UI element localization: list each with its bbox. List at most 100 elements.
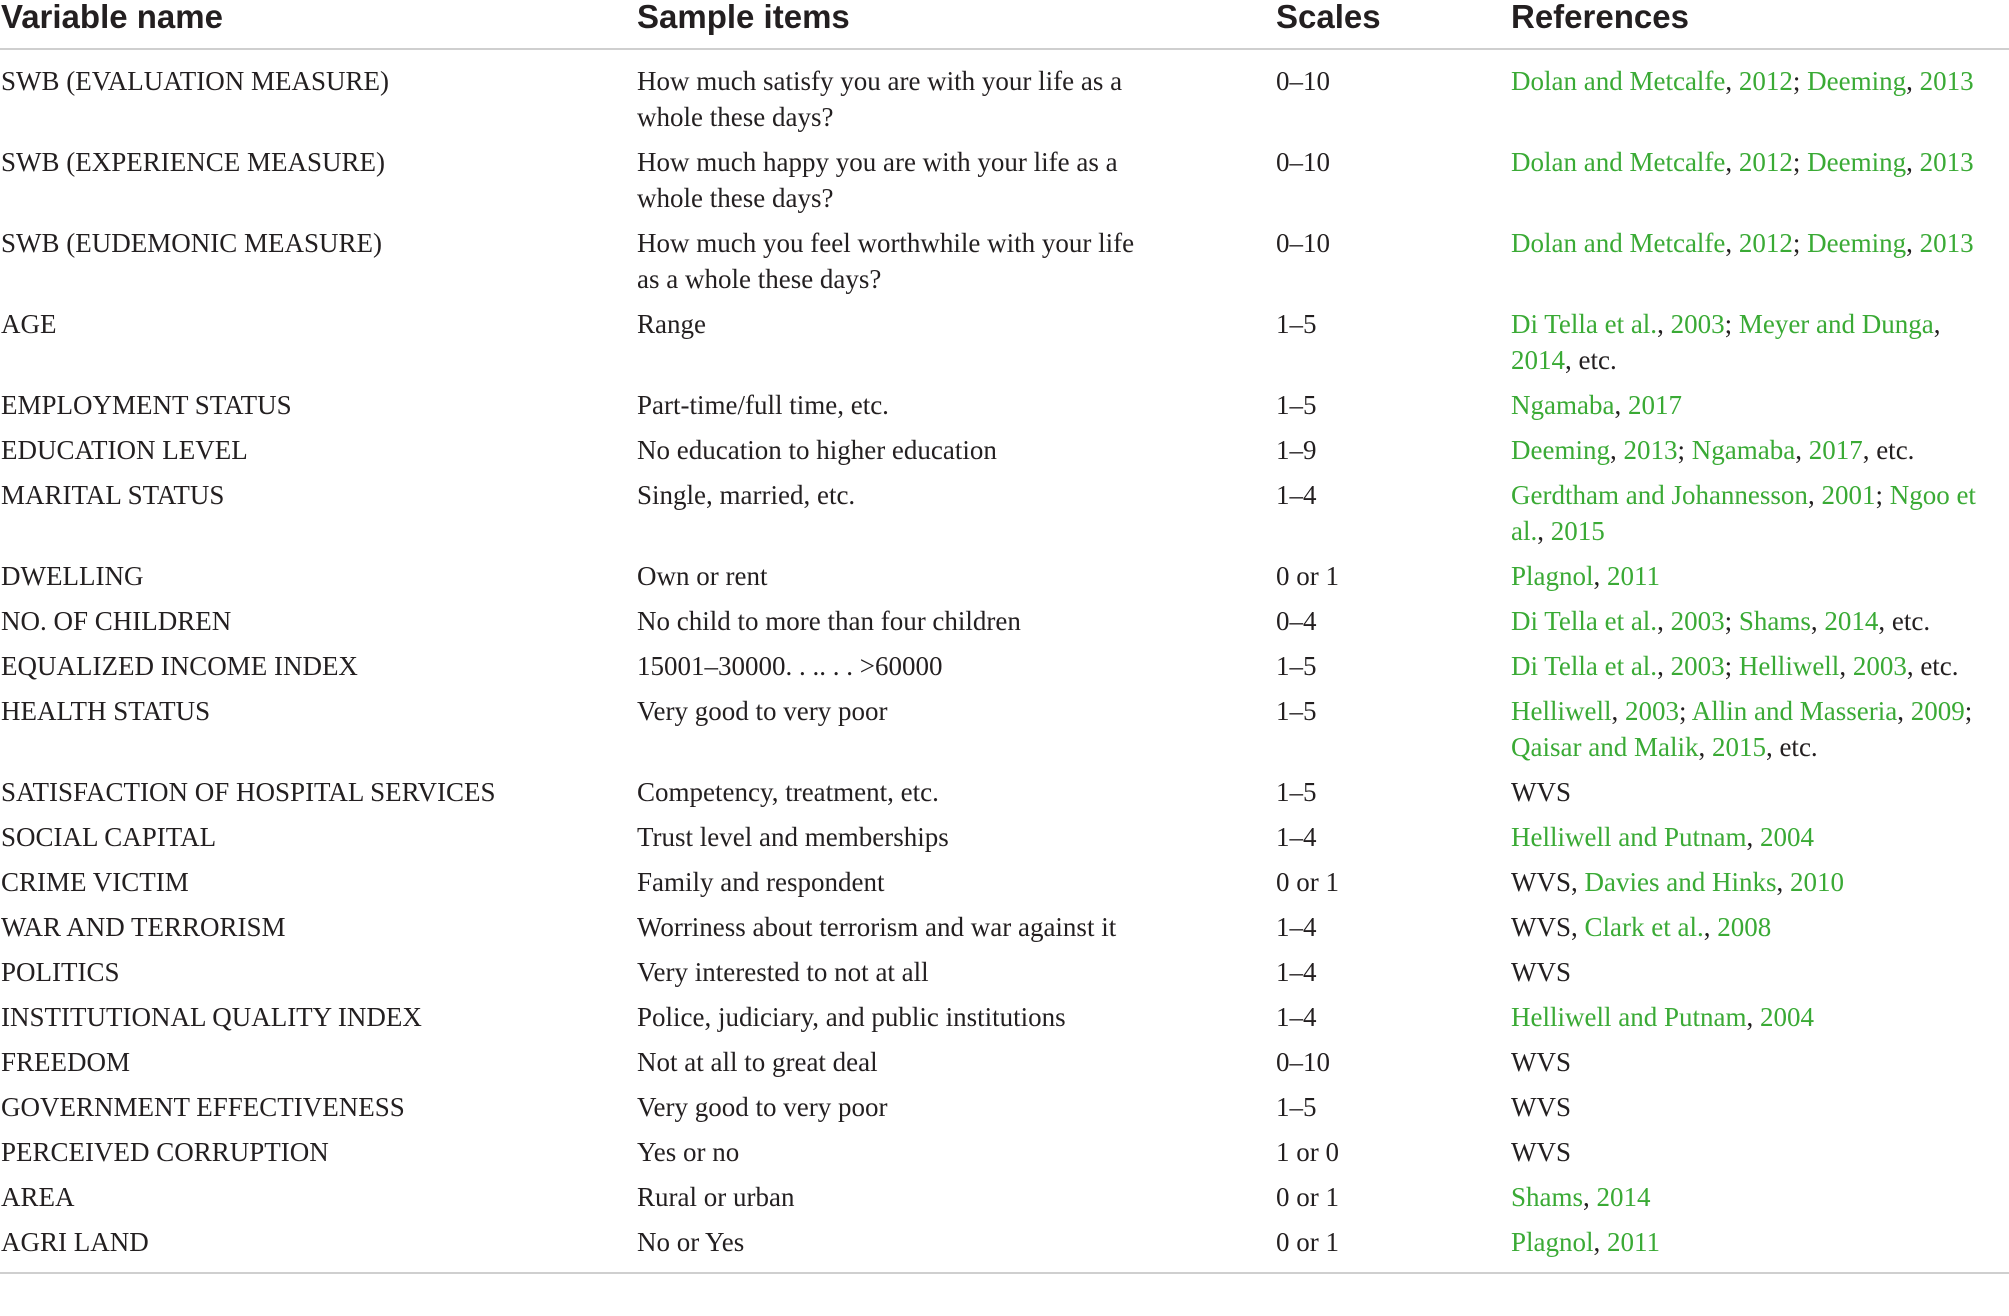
reference-link[interactable]: 2011 xyxy=(1607,1227,1661,1257)
table-row: SWB (EUDEMONIC MEASURE) How much you feel… xyxy=(0,225,2009,306)
sample-items-cell: Competency, treatment, etc. xyxy=(636,774,1275,819)
sample-items-text: Single, married, etc. xyxy=(637,480,856,510)
reference-link[interactable]: 2013 xyxy=(1919,228,1974,258)
reference-separator: , xyxy=(1810,606,1825,636)
sample-items-text: Competency, treatment, etc. xyxy=(637,777,939,807)
reference-separator: , xyxy=(1698,732,1712,762)
reference-link[interactable]: Meyer and Dunga xyxy=(1738,309,1934,339)
reference-link[interactable]: 2010 xyxy=(1789,867,1844,897)
sample-items-cell: No education to higher education xyxy=(636,432,1275,477)
reference-separator: , xyxy=(1906,66,1920,96)
reference-link[interactable]: 2012 xyxy=(1738,228,1793,258)
reference-link[interactable]: Ngamaba xyxy=(1691,435,1796,465)
table-row: INSTITUTIONAL QUALITY INDEX Police, judic… xyxy=(0,999,2009,1044)
reference-separator: , xyxy=(1746,1002,1760,1032)
reference-link[interactable]: Qaisar and Malik xyxy=(1511,732,1699,762)
sample-items-cell: Part-time/full time, etc. xyxy=(636,387,1275,432)
reference-link[interactable]: Allin and Masseria xyxy=(1691,696,1898,726)
reference-link[interactable]: 2013 xyxy=(1919,66,1974,96)
reference-link[interactable]: Helliwell xyxy=(1511,696,1612,726)
variable-name-cell: SWB (EXPERIENCE MEASURE) xyxy=(1,147,385,177)
reference-link[interactable]: Shams xyxy=(1738,606,1811,636)
reference-link[interactable]: Gerdtham and Johannesson xyxy=(1511,480,1808,510)
reference-link[interactable]: 2015 xyxy=(1550,516,1605,546)
table-row: EMPLOYMENT STATUS Part-time/full time, et… xyxy=(0,387,2009,432)
reference-link[interactable]: 2014 xyxy=(1511,345,1565,375)
reference-link[interactable]: Di Tella et al. xyxy=(1511,606,1658,636)
reference-link[interactable]: 2003 xyxy=(1670,651,1725,681)
table-row: EDUCATION LEVEL No education to higher ed… xyxy=(0,432,2009,477)
reference-link[interactable]: 2003 xyxy=(1670,309,1725,339)
reference-link[interactable]: 2003 xyxy=(1670,606,1725,636)
reference-link[interactable]: Di Tella et al. xyxy=(1511,651,1658,681)
sample-items-text: Not at all to great deal xyxy=(637,1047,878,1077)
reference-link[interactable]: Davies and Hinks xyxy=(1584,867,1777,897)
reference-link[interactable]: Dolan and Metcalfe xyxy=(1511,228,1726,258)
sample-items-cell: Yes or no xyxy=(636,1134,1275,1179)
references-text: Di Tella et al., 2003; Shams, 2014, etc. xyxy=(1511,603,2001,639)
reference-separator: , xyxy=(1839,651,1853,681)
variables-table: Variable name Sample items Scales Refere… xyxy=(0,0,2009,1274)
reference-link[interactable]: Clark et al. xyxy=(1584,912,1704,942)
reference-link[interactable]: Dolan and Metcalfe xyxy=(1511,66,1726,96)
reference-separator: , xyxy=(1593,561,1608,591)
reference-link[interactable]: 2009 xyxy=(1910,696,1965,726)
reference-link[interactable]: 2017 xyxy=(1808,435,1863,465)
reference-link[interactable]: 2004 xyxy=(1759,822,1814,852)
reference-link[interactable]: Deeming xyxy=(1807,228,1907,258)
reference-link[interactable]: 2003 xyxy=(1852,651,1907,681)
references-text: Di Tella et al., 2003; Meyer and Dunga , … xyxy=(1511,306,2001,378)
sample-items-cell: Trust level and memberships xyxy=(636,819,1275,864)
reference-link[interactable]: 2014 xyxy=(1824,606,1879,636)
table-row: DWELLING Own or rent 0 or 1 Plagnol, 2011 xyxy=(0,558,2009,603)
sample-items-text: Yes or no xyxy=(637,1137,740,1167)
reference-link[interactable]: Deeming xyxy=(1807,147,1907,177)
scale-cell: 0–10 xyxy=(1276,1047,1330,1077)
reference-link[interactable]: Deeming xyxy=(1807,66,1907,96)
reference-link[interactable]: Ngamaba xyxy=(1511,390,1615,420)
reference-link[interactable]: 2013 xyxy=(1919,147,1974,177)
reference-link[interactable]: 2017 xyxy=(1627,390,1682,420)
reference-link[interactable]: 2013 xyxy=(1623,435,1678,465)
table-row: AREA Rural or urban 0 or 1 Shams, 2014 xyxy=(0,1179,2009,1224)
scale-cell: 1–4 xyxy=(1276,912,1317,942)
reference-link[interactable]: Helliwell and Putnam xyxy=(1511,822,1747,852)
reference-link[interactable]: Deeming xyxy=(1511,435,1610,465)
reference-link[interactable]: 2015 xyxy=(1711,732,1766,762)
variable-name-cell: DWELLING xyxy=(1,561,144,591)
references-text: Gerdtham and Johannesson, 2001; Ngoo et … xyxy=(1511,477,2001,549)
reference-separator: ; xyxy=(1875,480,1890,510)
sample-items-text: How much satisfy you are with your life … xyxy=(637,66,1123,132)
reference-link[interactable]: 2004 xyxy=(1759,1002,1814,1032)
reference-link[interactable]: Di Tella et al. xyxy=(1511,309,1658,339)
sample-items-text: No education to higher education xyxy=(637,435,997,465)
reference-link[interactable]: Shams xyxy=(1511,1182,1584,1212)
reference-link[interactable]: Helliwell xyxy=(1738,651,1840,681)
reference-link[interactable]: 2012 xyxy=(1738,66,1793,96)
reference-link[interactable]: Helliwell and Putnam xyxy=(1511,1002,1747,1032)
reference-link[interactable]: Plagnol xyxy=(1511,561,1594,591)
variable-name-cell: EQUALIZED INCOME INDEX xyxy=(1,651,358,681)
references-cell: Dolan and Metcalfe, 2012; Deeming, 2013 xyxy=(1510,49,2009,144)
reference-link[interactable]: 2014 xyxy=(1596,1182,1651,1212)
scale-cell: 0–10 xyxy=(1276,66,1330,96)
reference-link[interactable]: Ngoo et al. xyxy=(1511,480,1976,546)
reference-link[interactable]: 2001 xyxy=(1821,480,1876,510)
reference-link[interactable]: 2011 xyxy=(1607,561,1661,591)
references-text: WVS xyxy=(1511,774,2001,810)
sample-items-text: Range xyxy=(637,309,706,339)
references-cell: WVS xyxy=(1510,1089,2009,1134)
variable-name-cell: FREEDOM xyxy=(1,1047,131,1077)
scale-cell: 1–9 xyxy=(1276,435,1317,465)
reference-separator: , xyxy=(1614,390,1628,420)
reference-separator: WVS xyxy=(1511,1137,1571,1167)
references-cell: Shams, 2014 xyxy=(1510,1179,2009,1224)
reference-link[interactable]: 2012 xyxy=(1738,147,1793,177)
reference-link[interactable]: Dolan and Metcalfe xyxy=(1511,147,1726,177)
sample-items-cell: Single, married, etc. xyxy=(636,477,1275,558)
reference-link[interactable]: Plagnol xyxy=(1511,1227,1594,1257)
reference-separator: , xyxy=(1933,309,1941,339)
reference-link[interactable]: 2003 xyxy=(1624,696,1679,726)
table-row: PERCEIVED CORRUPTION Yes or no 1 or 0 WVS xyxy=(0,1134,2009,1179)
reference-link[interactable]: 2008 xyxy=(1717,912,1772,942)
